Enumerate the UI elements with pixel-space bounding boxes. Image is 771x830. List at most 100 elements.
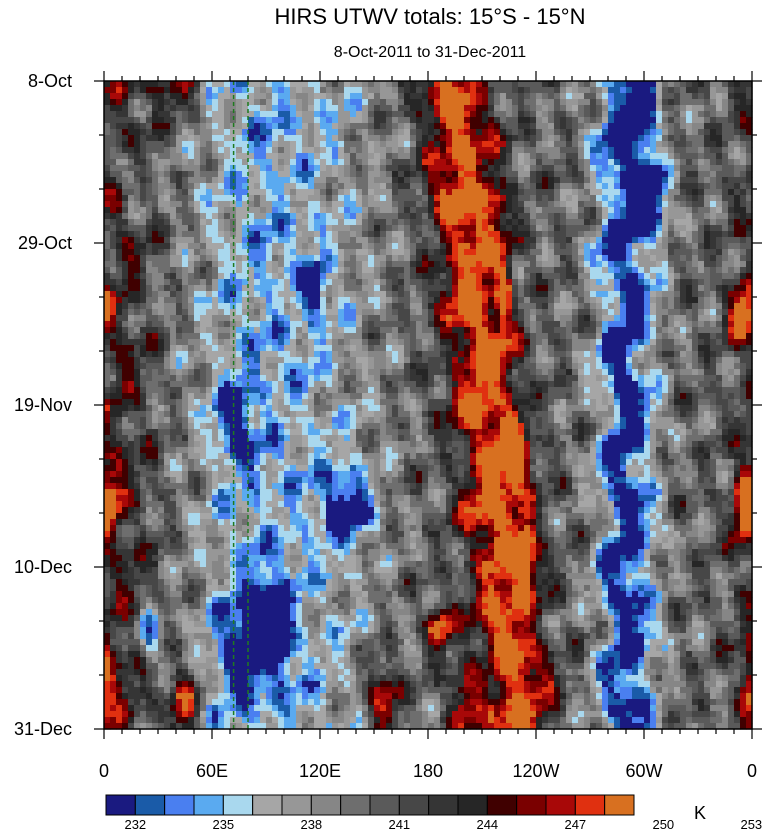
heatmap-cell-3752 <box>584 285 591 292</box>
heatmap-cell-3703 <box>290 285 297 292</box>
heatmap-cell-4559 <box>242 333 249 340</box>
heatmap-cell-93 <box>662 81 669 88</box>
heatmap-cell-1080 <box>104 141 111 148</box>
heatmap-cell-3819 <box>338 291 345 298</box>
heatmap-cell-4578 <box>356 333 363 340</box>
heatmap-cell-1882 <box>380 183 387 190</box>
heatmap-cell-4461 <box>302 327 309 334</box>
heatmap-cell-1843 <box>146 183 153 190</box>
heatmap-cell-3325 <box>614 261 621 268</box>
heatmap-cell-4575 <box>338 333 345 340</box>
heatmap-cell-3886 <box>740 291 747 298</box>
heatmap-cell-4374 <box>428 321 435 328</box>
heatmap-cell-918 <box>428 129 435 136</box>
heatmap-cell-3874 <box>668 291 675 298</box>
heatmap-cell-3151 <box>218 255 225 262</box>
heatmap-cell-1592 <box>584 165 591 172</box>
heatmap-cell-2766 <box>500 231 507 238</box>
heatmap-cell-934 <box>524 129 531 136</box>
heatmap-cell-3077 <box>422 249 429 256</box>
heatmap-cell-3104 <box>584 249 591 256</box>
heatmap-cell-1190 <box>116 147 123 154</box>
heatmap-cell-122 <box>188 87 195 94</box>
heatmap-cell-2933 <box>206 243 213 250</box>
heatmap-cell-668 <box>224 117 231 124</box>
heatmap-cell-4852 <box>704 345 711 352</box>
heatmap-cell-151 <box>362 87 369 94</box>
heatmap-cell-965 <box>710 129 717 136</box>
heatmap-cell-826 <box>524 123 531 130</box>
heatmap-cell-2581 <box>686 219 693 226</box>
heatmap-cell-2020 <box>560 189 567 196</box>
heatmap-cell-2847 <box>338 237 345 244</box>
heatmap-cell-2681 <box>638 225 645 232</box>
heatmap-cell-1724 <box>728 171 735 178</box>
heatmap-cell-4654 <box>164 339 171 346</box>
heatmap-cell-2776 <box>560 231 567 238</box>
heatmap-cell-4648 <box>128 339 135 346</box>
heatmap-cell-34 <box>308 81 315 88</box>
heatmap-cell-1635 <box>194 171 201 178</box>
heatmap-cell-2690 <box>692 225 699 232</box>
heatmap-cell-4805 <box>422 345 429 352</box>
heatmap-cell-3498 <box>356 273 363 280</box>
heatmap-cell-2004 <box>464 189 471 196</box>
heatmap-cell-320 <box>728 93 735 100</box>
heatmap-cell-2166 <box>140 201 147 208</box>
heatmap-cell-427 <box>722 99 729 106</box>
heatmap-cell-1996 <box>416 189 423 196</box>
heatmap-cell-2788 <box>632 231 639 238</box>
heatmap-cell-2374 <box>740 207 747 214</box>
heatmap-cell-435 <box>122 105 129 112</box>
heatmap-cell-2532 <box>392 219 399 226</box>
heatmap-cell-4763 <box>170 345 177 352</box>
heatmap-cell-12 <box>176 81 183 88</box>
heatmap-cell-3391 <box>362 267 369 274</box>
heatmap-cell-4409 <box>638 321 645 328</box>
heatmap-cell-1257 <box>518 147 525 154</box>
heatmap-cell-2335 <box>506 207 513 214</box>
heatmap-cell-3033 <box>158 249 165 256</box>
heatmap-cell-2965 <box>398 243 405 250</box>
heatmap-cell-1110 <box>284 141 291 148</box>
heatmap-cell-1481 <box>566 159 573 166</box>
heatmap-cell-4171 <box>506 309 513 316</box>
heatmap-cell-1079 <box>746 135 753 142</box>
heatmap-cell-952 <box>632 129 639 136</box>
heatmap-cell-2603 <box>170 225 177 232</box>
heatmap-cell-873 <box>158 129 165 136</box>
heatmap-cell-1256 <box>512 147 519 154</box>
heatmap-cell-3493 <box>326 273 333 280</box>
heatmap-cell-2028 <box>608 189 615 196</box>
heatmap-cell-4356 <box>320 321 327 328</box>
heatmap-cell-1750 <box>236 177 243 184</box>
heatmap-cell-1610 <box>692 165 699 172</box>
heatmap-cell-327 <box>122 99 129 106</box>
heatmap-cell-178 <box>524 87 531 94</box>
heatmap-cell-4792 <box>344 345 351 352</box>
heatmap-cell-353 <box>278 99 285 106</box>
heatmap-cell-1485 <box>590 159 597 166</box>
heatmap-cell-4415 <box>674 321 681 328</box>
heatmap-cell-2462 <box>620 213 627 220</box>
heatmap-cell-4570 <box>308 333 315 340</box>
heatmap-cell-2443 <box>506 213 513 220</box>
heatmap-cell-874 <box>164 129 171 136</box>
heatmap-cell-3020 <box>728 243 735 250</box>
heatmap-cell-1880 <box>368 183 375 190</box>
heatmap-cell-4579 <box>362 333 369 340</box>
heatmap-cell-770 <box>188 123 195 130</box>
heatmap-cell-1787 <box>458 177 465 184</box>
heatmap-cell-4169 <box>494 309 501 316</box>
heatmap-cell-1717 <box>686 171 693 178</box>
heatmap-cell-3071 <box>386 249 393 256</box>
heatmap-cell-399 <box>554 99 561 106</box>
heatmap-cell-2512 <box>272 219 279 226</box>
heatmap-cell-144 <box>320 87 327 94</box>
heatmap-cell-2715 <box>194 231 201 238</box>
heatmap-cell-1905 <box>518 183 525 190</box>
heatmap-cell-4854 <box>716 345 723 352</box>
heatmap-cell-3610 <box>380 279 387 286</box>
heatmap-cell-4914 <box>428 351 435 358</box>
heatmap-cell-310 <box>668 93 675 100</box>
